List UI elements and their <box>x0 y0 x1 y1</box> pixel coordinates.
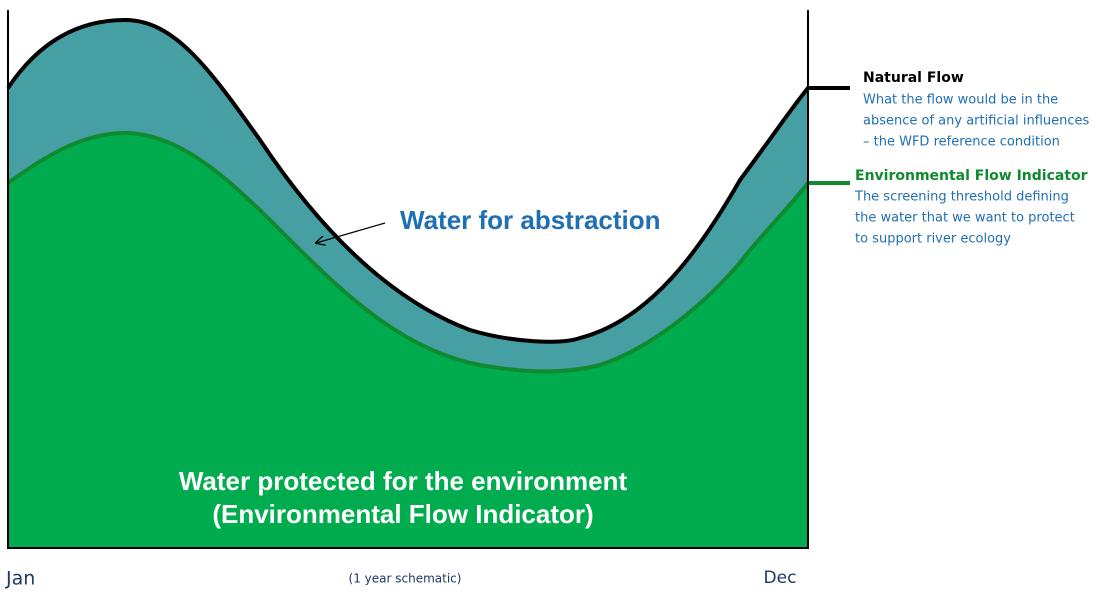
abstraction-label: Water for abstraction <box>400 205 661 235</box>
x-note: (1 year schematic) <box>349 572 462 586</box>
natural-flow-desc: What the flow would be in the <box>863 93 1058 108</box>
natural-flow-desc: – the WFD reference condition <box>863 135 1060 150</box>
efi-desc: to support river ecology <box>855 232 1011 247</box>
efi-title: Environmental Flow Indicator <box>855 168 1088 184</box>
efi-desc: the water that we want to protect <box>855 211 1075 226</box>
efi-desc: The screening threshold defining <box>854 190 1069 205</box>
protected-label: Water protected for the environment <box>179 466 628 496</box>
protected-label: (Environmental Flow Indicator) <box>212 499 593 529</box>
protected-area <box>8 133 808 548</box>
x-end-label: Dec <box>764 568 797 588</box>
natural-flow-desc: absence of any artificial influences <box>863 114 1090 129</box>
arrow <box>316 222 386 243</box>
natural-line <box>6 17 850 344</box>
x-start-label: Jan <box>5 568 35 590</box>
natural-flow-title: Natural Flow <box>863 70 964 86</box>
efi-line <box>6 130 850 374</box>
